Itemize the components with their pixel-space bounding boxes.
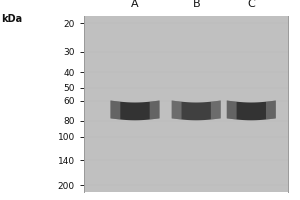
Polygon shape: [211, 101, 221, 119]
Text: B: B: [192, 0, 200, 9]
Polygon shape: [110, 101, 120, 119]
Text: kDa: kDa: [2, 14, 22, 24]
Text: C: C: [248, 0, 255, 9]
Polygon shape: [172, 101, 221, 120]
Polygon shape: [266, 101, 276, 119]
Polygon shape: [227, 101, 237, 119]
Polygon shape: [172, 101, 182, 119]
Text: A: A: [131, 0, 139, 9]
Polygon shape: [110, 101, 160, 120]
Polygon shape: [227, 101, 276, 120]
Polygon shape: [150, 101, 160, 119]
